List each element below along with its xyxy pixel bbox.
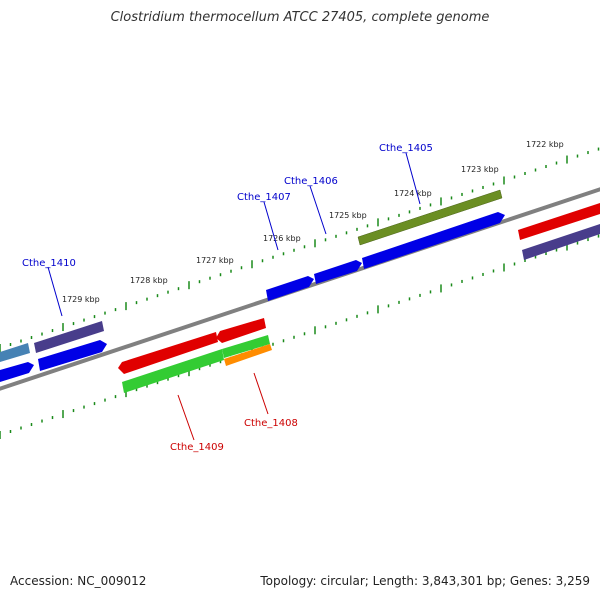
gene-label-leaders — [47, 152, 421, 441]
scale-labels: 1722 kbp 1723 kbp 1724 kbp 1725 kbp 1726… — [62, 140, 564, 304]
gene-label-cthe-1405[interactable]: Cthe_1405 — [379, 143, 433, 154]
scale-label: 1725 kbp — [329, 211, 367, 220]
scale-label: 1727 kbp — [196, 256, 234, 265]
topology-text: Topology: circular; Length: 3,843,301 bp… — [260, 574, 590, 588]
gene-feature-cthe-1407-blue[interactable] — [314, 260, 362, 284]
gene-label-cthe-1409[interactable]: Cthe_1409 — [170, 442, 224, 453]
gene-feature-left-blue[interactable] — [0, 362, 34, 382]
gene-feature-cthe-1409-green[interactable] — [122, 349, 224, 393]
gene-feature-cthe-1408-orange[interactable] — [224, 344, 272, 366]
scale-label: 1723 kbp — [461, 165, 499, 174]
gene-feature-1410-upper[interactable] — [34, 321, 104, 353]
gene-feature-cthe-1406-blue[interactable] — [362, 212, 505, 269]
gene-feature-cthe-1408-green[interactable] — [222, 335, 270, 358]
gene-feature-right-purple[interactable] — [522, 224, 600, 260]
gene-label-cthe-1407[interactable]: Cthe_1407 — [237, 192, 291, 203]
accession-text: Accession: NC_009012 — [10, 574, 147, 588]
gene-label-cthe-1410[interactable]: Cthe_1410 — [22, 258, 76, 269]
map-title: Clostridium thermocellum ATCC 27405, com… — [110, 10, 490, 25]
gene-feature-upstream-left[interactable] — [0, 343, 30, 362]
gene-feature-right-red[interactable] — [518, 203, 600, 240]
gene-label-cthe-1406[interactable]: Cthe_1406 — [284, 176, 338, 187]
gene-feature-cthe-1410-blue[interactable] — [38, 340, 107, 371]
scale-label: 1726 kbp — [263, 234, 301, 243]
scale-label: 1729 kbp — [62, 295, 100, 304]
feature-track — [0, 189, 600, 393]
gene-feature-cthe-1405[interactable] — [357, 189, 503, 246]
gene-label-cthe-1408[interactable]: Cthe_1408 — [244, 418, 298, 429]
scale-label: 1724 kbp — [394, 189, 432, 198]
scale-label: 1722 kbp — [526, 140, 564, 149]
gene-feature-mid-blue[interactable] — [266, 276, 314, 301]
outer-tick-row — [0, 147, 600, 352]
gene-labels: Cthe_1405 Cthe_1406 Cthe_1407 Cthe_1410 … — [22, 143, 433, 453]
scale-label: 1728 kbp — [130, 276, 168, 285]
gene-feature-reverse-red-small[interactable] — [216, 318, 266, 343]
gene-feature-cthe-1409-red[interactable] — [118, 332, 218, 374]
